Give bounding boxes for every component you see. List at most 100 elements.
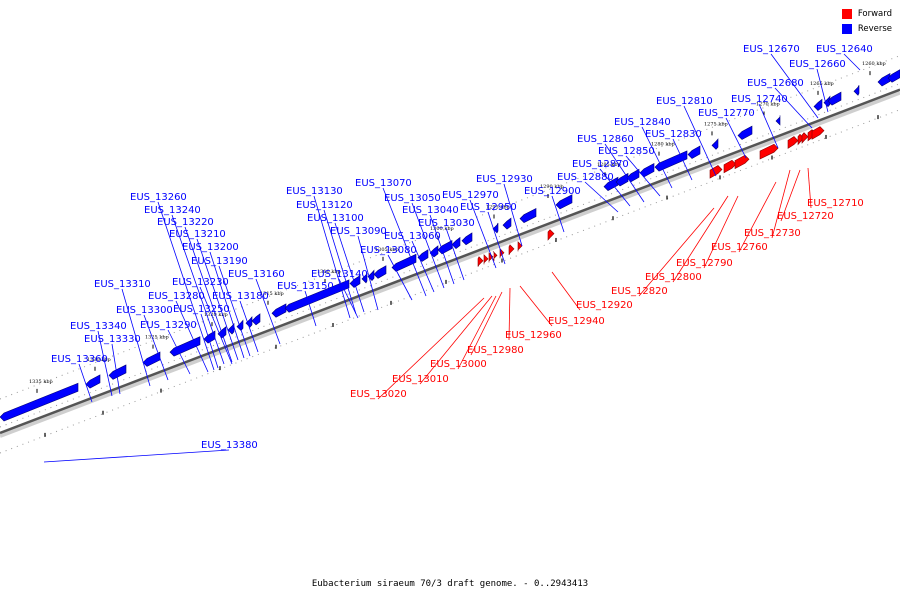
gene-label: EUS_13260 <box>130 192 187 203</box>
leader-line <box>503 183 523 247</box>
gene-arrow-reverse <box>827 91 842 106</box>
leader-line <box>771 169 791 239</box>
gene-label: EUS_13150 <box>277 281 334 292</box>
gene-label: EUS_13230 <box>172 277 229 288</box>
leader-line <box>184 226 233 363</box>
leader-line <box>157 201 215 371</box>
gene-label: EUS_12660 <box>789 59 846 70</box>
gene-arrow-reverse <box>417 249 429 262</box>
tick-label: 1295 kbp <box>486 205 510 211</box>
gene-label: EUS_12980 <box>467 345 524 356</box>
gene-arrow-reverse <box>737 125 753 140</box>
gene-arrow-reverse <box>245 316 253 328</box>
gene-label: EUS_13040 <box>402 205 459 216</box>
gene-label: EUS_13280 <box>148 291 205 302</box>
gene-arrow-reverse <box>108 364 127 380</box>
tick-label: 1290 kbp <box>540 184 564 190</box>
legend-label-forward: Forward <box>857 9 892 19</box>
leader-line <box>641 126 673 189</box>
tick-label: 1315 kbp <box>260 291 284 297</box>
gene-arrow-reverse <box>284 279 350 313</box>
gene-arrow-reverse <box>519 208 537 223</box>
leader-line <box>304 290 317 327</box>
tick-label: 1285 kbp <box>597 162 621 168</box>
gene-label: EUS_12810 <box>656 96 713 107</box>
gene-label: EUS_13100 <box>307 213 364 224</box>
leader-line <box>167 329 191 375</box>
leader-line <box>419 295 493 385</box>
gene-arrow-forward <box>811 126 825 140</box>
gene-label: EUS_12850 <box>598 146 655 157</box>
gene-label: EUS_13020 <box>350 389 407 400</box>
gene-label: EUS_12930 <box>476 174 533 185</box>
strand-legend: Forward Reverse <box>841 9 892 39</box>
leader-line <box>143 314 169 381</box>
gene-labels: EUS_12640 EUS_12660 EUS_12670 EUS_12680 EUS_… <box>43 44 873 463</box>
gene-arrow-reverse <box>142 351 161 367</box>
leader-line <box>584 181 619 213</box>
gene-label: EUS_13210 <box>169 229 226 240</box>
leader-line <box>770 53 819 119</box>
gene-arrow-forward <box>759 143 779 160</box>
gene-arrow-reverse <box>271 303 287 318</box>
leader-line <box>625 155 661 197</box>
gene-label: EUS_13120 <box>296 200 353 211</box>
gene-label: EUS_12950 <box>460 202 517 213</box>
gene-label: EUS_12830 <box>645 129 702 140</box>
tick-label: 1270 kbp <box>756 102 780 108</box>
gene-label: EUS_13290 <box>140 320 197 331</box>
gene-label: EUS_12760 <box>711 242 768 253</box>
leader-line <box>457 295 497 370</box>
gene-label: EUS_13000 <box>430 359 487 370</box>
gene-label: EUS_13190 <box>191 256 248 267</box>
gene-arrow-reverse <box>502 217 512 230</box>
leader-line <box>703 195 739 269</box>
leader-line <box>218 265 251 357</box>
gene-arrow-reverse <box>169 336 201 357</box>
tick-label: 1300 kbp <box>430 226 454 232</box>
gene-arrow-reverse <box>492 222 499 234</box>
gene-arrow-forward <box>477 256 484 267</box>
leader-line <box>469 199 497 269</box>
leader-line <box>200 313 219 369</box>
leader-line <box>508 287 511 341</box>
gene-arrow-reverse <box>227 322 235 335</box>
leader-line <box>313 195 351 319</box>
gene-arrow-forward <box>508 244 515 255</box>
leader-line <box>411 202 445 289</box>
gene-label: EUS_13180 <box>212 291 269 302</box>
gene-label: EUS_13300 <box>116 305 173 316</box>
leader-line <box>816 68 829 113</box>
leader-line <box>638 207 715 297</box>
leader-line <box>470 291 503 356</box>
leader-line <box>111 343 121 395</box>
gene-label: EUS_12970 <box>442 190 499 201</box>
legend-item-reverse: Reverse <box>841 24 892 34</box>
gene-arrow-reverse <box>775 115 781 126</box>
gene-label: EUS_12640 <box>816 44 873 55</box>
tick-label: 1260 kbp <box>862 61 886 67</box>
dotted-scale-lines <box>0 55 900 454</box>
gene-arrows <box>0 69 900 422</box>
leader-line <box>209 251 245 359</box>
gene-arrow-reverse <box>877 72 891 87</box>
gene-label: EUS_12790 <box>676 258 733 269</box>
gene-label: EUS_13240 <box>144 205 201 216</box>
gene-arrow-reverse <box>349 275 361 288</box>
leader-line <box>672 195 729 283</box>
gene-label: EUS_12940 <box>548 316 605 327</box>
gene-label: EUS_12710 <box>807 198 864 209</box>
legend-item-forward: Forward <box>841 9 892 19</box>
leader-line <box>334 222 365 313</box>
leader-line <box>487 211 506 265</box>
gene-label: EUS_13060 <box>384 231 441 242</box>
gene-label: EUS_13090 <box>330 226 387 237</box>
gene-label: EUS_13070 <box>355 178 412 189</box>
gene-arrow-reverse <box>711 138 719 150</box>
legend-label-reverse: Reverse <box>857 24 892 34</box>
gene-label: EUS_12820 <box>611 286 668 297</box>
leader-line <box>683 105 717 177</box>
gene-label: EUS_12680 <box>747 78 804 89</box>
gene-label: EUS_13010 <box>392 374 449 385</box>
leader-line <box>199 286 233 365</box>
